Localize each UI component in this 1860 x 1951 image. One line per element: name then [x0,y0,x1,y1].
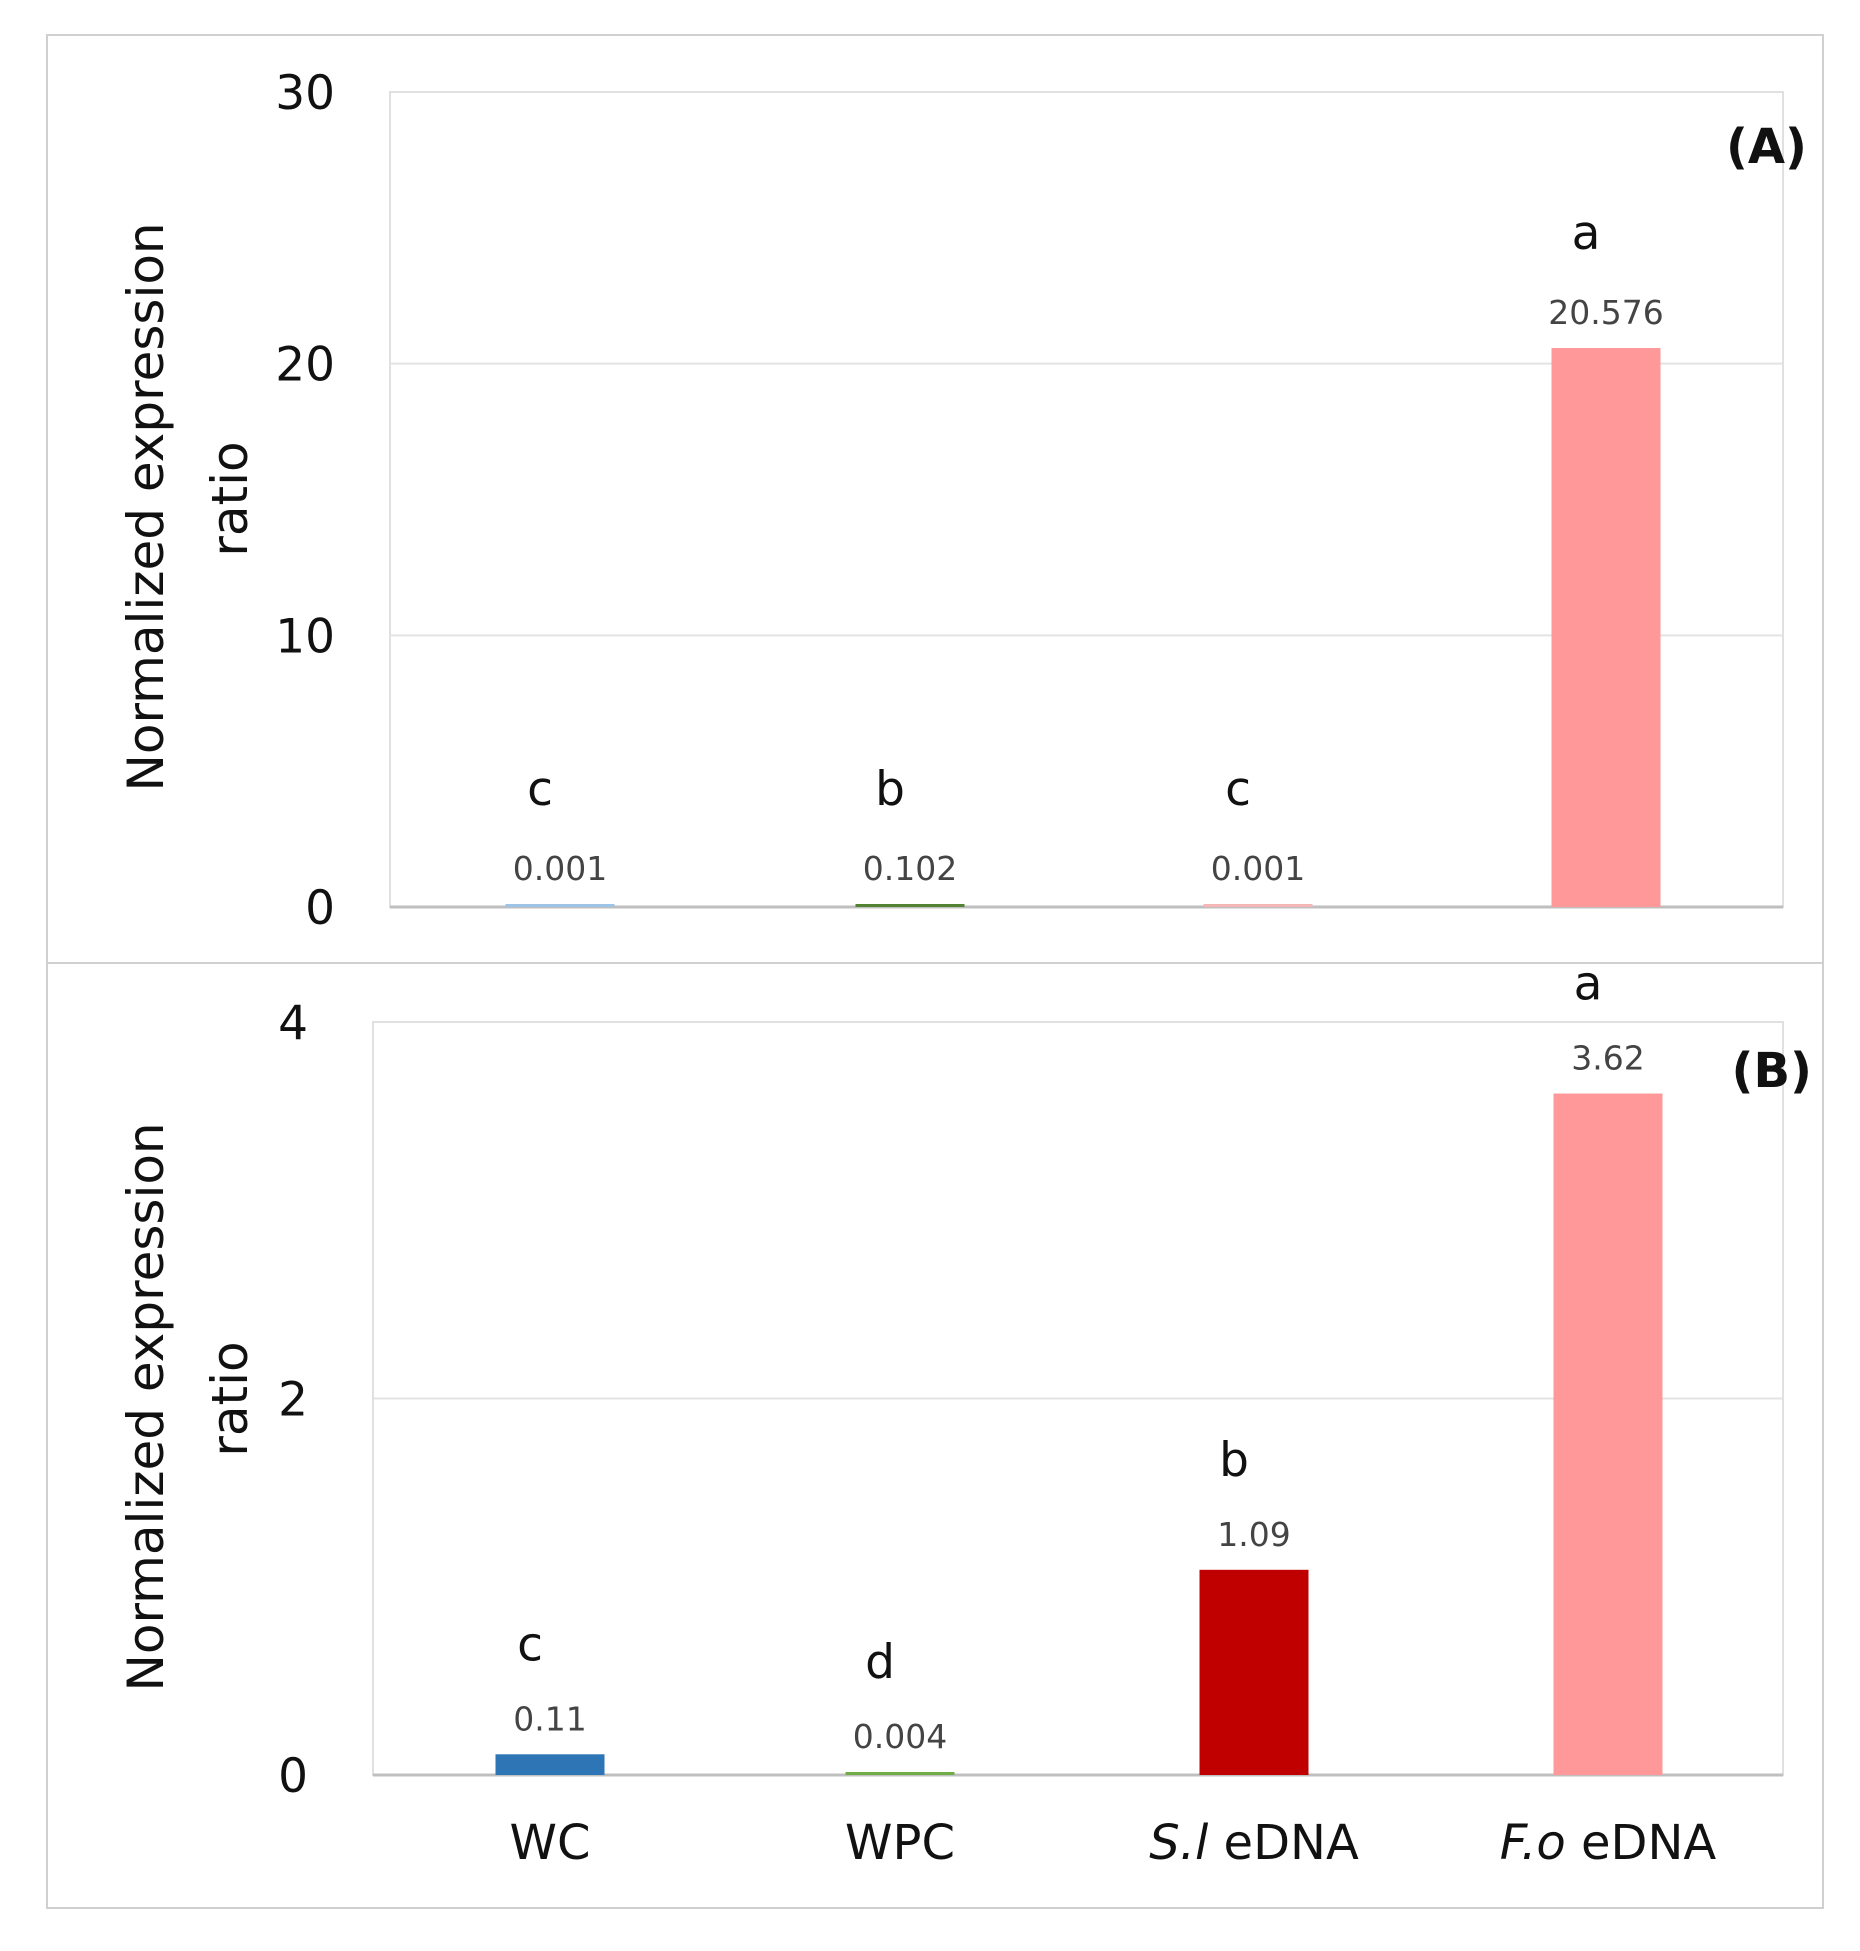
panel-b-y-axis-title-line2: ratio [201,1341,259,1456]
significance-letter: c [517,1617,543,1672]
panel-b-label: (B) [1732,1043,1812,1099]
x-tick-label: WPC [845,1815,955,1871]
data-label-value: 0.004 [853,1717,947,1756]
panel-b-bars [495,1093,1663,1775]
significance-letter: c [1225,762,1251,817]
panel-a-y-tick-label: 0 [305,881,335,936]
x-tick-label-italic: S.l [1149,1815,1209,1871]
data-label-value: 0.102 [863,849,957,888]
panel-b-y-axis-title-line1: Normalized expression [117,1122,175,1691]
panel-b-y-tick-label: 4 [278,996,308,1051]
x-tick-label: WC [510,1815,591,1871]
bar-f-o-edna [1551,348,1661,907]
data-label-value: 0.001 [1211,849,1305,888]
panel-a-y-axis-title-line2: ratio [201,441,259,556]
panel-a-plot: 0 10 20 30 0.001 c 0.102 b 0.001 c 20.576 a (A) No… [117,66,1807,936]
x-tick-label-italic: F.o [1500,1815,1566,1871]
panel-b-y-axis-title: Normalized expression ratio [117,1106,259,1691]
data-label-value: 0.001 [513,849,607,888]
significance-letter: a [1574,957,1603,1012]
panel-a-y-tick-label: 10 [275,609,335,664]
panel-a-data-labels: 0.001 c 0.102 b 0.001 c 20.576 a [513,206,1664,888]
panel-a-y-axis-title: Normalized expression ratio [117,206,259,791]
data-label-value: 20.576 [1548,293,1663,332]
panel-a-bars [505,348,1661,907]
panel-a-y-axis-title-line1: Normalized expression [117,222,175,791]
bar-wc [495,1754,605,1775]
panel-b-y-tick-label: 2 [278,1373,308,1428]
panel-a-gridlines [390,362,1783,637]
data-label-value: 0.11 [513,1699,586,1738]
panel-b-x-tick-labels: WC WPC S.l eDNA F.o eDNA [510,1815,1717,1871]
panel-a-y-tick-label: 30 [275,66,335,121]
x-tick-label-text: eDNA [1566,1815,1717,1871]
significance-letter: c [527,762,553,817]
bar-wpc [855,904,965,907]
bar-f-o-edna [1553,1093,1663,1775]
bar-s-l-edna [1199,1569,1309,1775]
x-tick-label-text: WPC [845,1815,955,1871]
panel-a-y-tick-labels: 0 10 20 30 [275,66,335,936]
data-label-value: 3.62 [1571,1039,1644,1078]
data-label-value: 1.09 [1217,1515,1290,1554]
significance-letter: b [1219,1433,1249,1488]
x-tick-label-text: WC [510,1815,591,1871]
panel-b-data-labels: 0.11 c 0.004 d 1.09 b 3.62 a [513,957,1644,1756]
panel-b-y-tick-label: 0 [278,1749,308,1804]
bar-s-l-edna [1203,904,1313,907]
x-tick-label: S.l eDNA [1149,1815,1359,1871]
significance-letter: a [1572,206,1601,261]
panel-a-label: (A) [1726,119,1807,175]
panel-b-y-tick-labels: 0 2 4 [278,996,308,1804]
significance-letter: b [875,762,905,817]
x-tick-label: F.o eDNA [1500,1815,1717,1871]
bar-wc [505,904,615,907]
x-tick-label-text: eDNA [1208,1815,1359,1871]
panel-b-frame [46,962,1824,1909]
bar-wpc [845,1772,955,1775]
panel-a-y-tick-label: 20 [275,338,335,393]
significance-letter: d [865,1635,895,1690]
